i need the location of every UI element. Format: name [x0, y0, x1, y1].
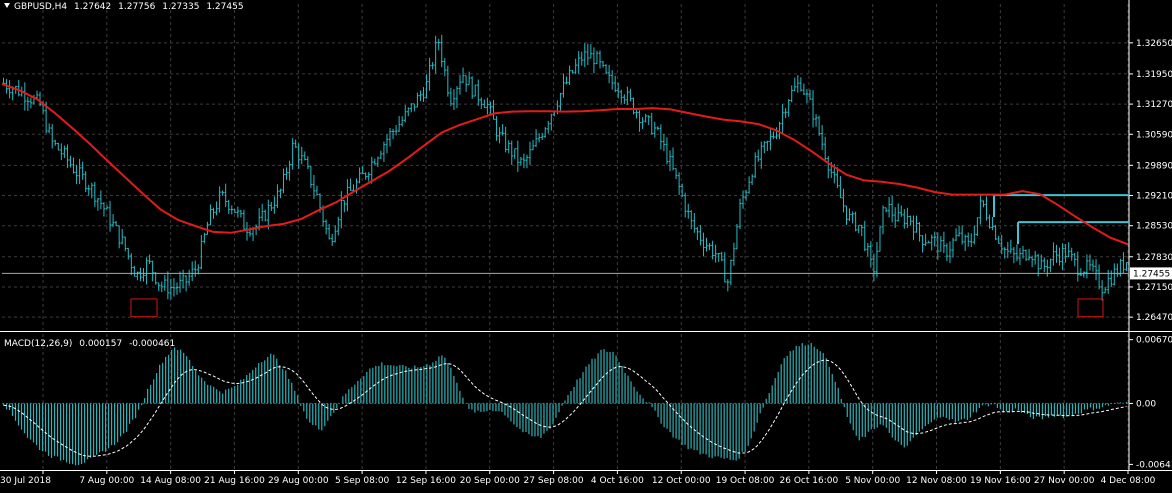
time-tick-label: 4 Oct 16:00 [591, 476, 644, 486]
moving-average [1, 83, 1129, 246]
time-tick-label: 5 Sep 08:00 [335, 476, 390, 486]
dropdown-caret-icon[interactable] [4, 3, 10, 8]
moving-average-line [1, 83, 1129, 246]
time-tick-label: 26 Oct 16:00 [780, 476, 839, 486]
macd-header: MACD(12,26,9) 0.000157 -0.000461 [4, 339, 179, 349]
time-tick-label: 4 Dec 08:00 [1101, 476, 1156, 486]
horizontal-levels[interactable] [2, 194, 1129, 274]
macd-signal-value: -0.000461 [129, 339, 176, 349]
marker-box [1077, 298, 1104, 318]
current-price-tag [1130, 267, 1172, 280]
time-tick-label: 12 Nov 08:00 [906, 476, 967, 486]
current-price-label: 1.27455 [1133, 269, 1170, 279]
symbol-label: GBPUSD,H4 [14, 2, 68, 12]
price-tick-label: 1.31270 [1136, 100, 1172, 110]
price-tick-label: 1.30590 [1136, 130, 1172, 140]
time-tick-label: 5 Nov 00:00 [845, 476, 900, 486]
marker-box [130, 298, 158, 318]
open-value: 1.27642 [74, 2, 112, 12]
macd-histogram [2, 342, 1129, 466]
time-axis: 30 Jul 2018 7 Aug 00:00 14 Aug 08:00 21 Aug… [0, 470, 1156, 486]
macd-axis: 0.006705 0.00 -0.006411 [1129, 336, 1172, 470]
macd-label: MACD(12,26,9) [4, 339, 73, 349]
macd-tick-label: 0.006705 [1136, 336, 1172, 346]
time-tick-label: 12 Oct 00:00 [652, 476, 711, 486]
time-tick-label: 27 Sep 08:00 [524, 476, 584, 486]
low-value: 1.27335 [162, 2, 200, 12]
macd-signal-line [3, 359, 1127, 457]
time-tick-label: 14 Aug 08:00 [140, 476, 201, 486]
time-tick-label: 20 Sep 00:00 [460, 476, 520, 486]
time-tick-label: 27 Nov 00:00 [1034, 476, 1095, 486]
price-tick-label: 1.27830 [1136, 253, 1172, 263]
price-tick-label: 1.27150 [1136, 283, 1172, 293]
macd-tick-label: -0.006411 [1136, 460, 1172, 470]
macd-main-value: 0.000157 [79, 339, 123, 349]
grid [2, 4, 1129, 470]
time-tick-label: 7 Aug 00:00 [79, 476, 134, 486]
time-tick-label: 29 Aug 00:00 [268, 476, 329, 486]
price-tick-label: 1.29210 [1136, 192, 1172, 202]
time-tick-label: 19 Nov 16:00 [970, 476, 1031, 486]
price-tick-label: 1.28530 [1136, 222, 1172, 232]
price-tick-label: 1.29890 [1136, 161, 1172, 171]
chart-frames [0, 0, 1172, 471]
macd-tick-label: 0.00 [1136, 399, 1156, 409]
chart-header: GBPUSD,H4 1.27642 1.27756 1.27335 1.2745… [4, 2, 248, 12]
price-tick-label: 1.32650 [1136, 39, 1172, 49]
price-tick-label: 1.31950 [1136, 70, 1172, 80]
time-tick-label: 21 Aug 16:00 [204, 476, 265, 486]
marker-boxes [130, 298, 1104, 318]
macd-signal [3, 359, 1127, 457]
close-value: 1.27455 [206, 2, 244, 12]
time-tick-label: 30 Jul 2018 [0, 476, 51, 486]
high-value: 1.27756 [118, 2, 156, 12]
price-tick-label: 1.26470 [1136, 313, 1172, 323]
time-tick-label: 12 Sep 16:00 [396, 476, 456, 486]
time-tick-label: 19 Oct 08:00 [716, 476, 775, 486]
price-series [2, 34, 1128, 301]
price-axis: 1.32650 1.31950 1.31270 1.30590 1.29890 1.292… [1129, 39, 1172, 323]
